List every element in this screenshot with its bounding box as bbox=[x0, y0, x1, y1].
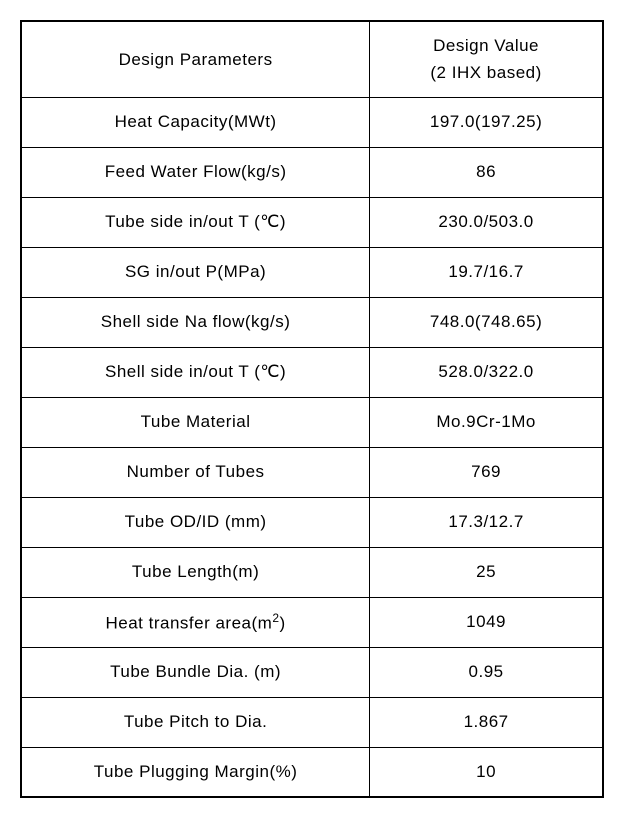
table-row: SG in/out P(MPa)19.7/16.7 bbox=[21, 247, 603, 297]
param-cell: Heat transfer area(m2) bbox=[21, 597, 370, 647]
header-param: Design Parameters bbox=[21, 21, 370, 97]
table-row: Tube MaterialMo.9Cr-1Mo bbox=[21, 397, 603, 447]
param-cell: SG in/out P(MPa) bbox=[21, 247, 370, 297]
value-cell: 1049 bbox=[370, 597, 603, 647]
table-row: Tube Bundle Dia. (m)0.95 bbox=[21, 647, 603, 697]
param-cell: Tube OD/ID (mm) bbox=[21, 497, 370, 547]
param-cell: Tube Bundle Dia. (m) bbox=[21, 647, 370, 697]
table-row: Tube OD/ID (mm)17.3/12.7 bbox=[21, 497, 603, 547]
value-cell: 230.0/503.0 bbox=[370, 197, 603, 247]
value-cell: 197.0(197.25) bbox=[370, 97, 603, 147]
table-row: Number of Tubes769 bbox=[21, 447, 603, 497]
value-cell: Mo.9Cr-1Mo bbox=[370, 397, 603, 447]
param-cell: Feed Water Flow(kg/s) bbox=[21, 147, 370, 197]
param-cell: Tube Plugging Margin(%) bbox=[21, 747, 370, 797]
value-cell: 1.867 bbox=[370, 697, 603, 747]
table-row: Tube side in/out T (℃)230.0/503.0 bbox=[21, 197, 603, 247]
param-cell: Tube Material bbox=[21, 397, 370, 447]
param-cell: Heat Capacity(MWt) bbox=[21, 97, 370, 147]
table-row: Heat transfer area(m2)1049 bbox=[21, 597, 603, 647]
value-cell: 10 bbox=[370, 747, 603, 797]
param-cell: Tube Length(m) bbox=[21, 547, 370, 597]
header-value: Design Value (2 IHX based) bbox=[370, 21, 603, 97]
design-parameters-table: Design Parameters Design Value (2 IHX ba… bbox=[20, 20, 604, 798]
param-cell: Tube side in/out T (℃) bbox=[21, 197, 370, 247]
header-value-line2: (2 IHX based) bbox=[430, 63, 541, 82]
param-cell: Shell side in/out T (℃) bbox=[21, 347, 370, 397]
value-cell: 769 bbox=[370, 447, 603, 497]
value-cell: 528.0/322.0 bbox=[370, 347, 603, 397]
table-row: Feed Water Flow(kg/s)86 bbox=[21, 147, 603, 197]
table-header-row: Design Parameters Design Value (2 IHX ba… bbox=[21, 21, 603, 97]
table-row: Shell side Na flow(kg/s)748.0(748.65) bbox=[21, 297, 603, 347]
value-cell: 0.95 bbox=[370, 647, 603, 697]
value-cell: 748.0(748.65) bbox=[370, 297, 603, 347]
table-row: Tube Plugging Margin(%)10 bbox=[21, 747, 603, 797]
param-cell: Number of Tubes bbox=[21, 447, 370, 497]
param-cell: Tube Pitch to Dia. bbox=[21, 697, 370, 747]
value-cell: 86 bbox=[370, 147, 603, 197]
value-cell: 17.3/12.7 bbox=[370, 497, 603, 547]
param-cell: Shell side Na flow(kg/s) bbox=[21, 297, 370, 347]
value-cell: 19.7/16.7 bbox=[370, 247, 603, 297]
table-row: Tube Length(m)25 bbox=[21, 547, 603, 597]
table-row: Shell side in/out T (℃)528.0/322.0 bbox=[21, 347, 603, 397]
table-row: Tube Pitch to Dia.1.867 bbox=[21, 697, 603, 747]
value-cell: 25 bbox=[370, 547, 603, 597]
header-value-line1: Design Value bbox=[433, 36, 539, 55]
table-row: Heat Capacity(MWt)197.0(197.25) bbox=[21, 97, 603, 147]
